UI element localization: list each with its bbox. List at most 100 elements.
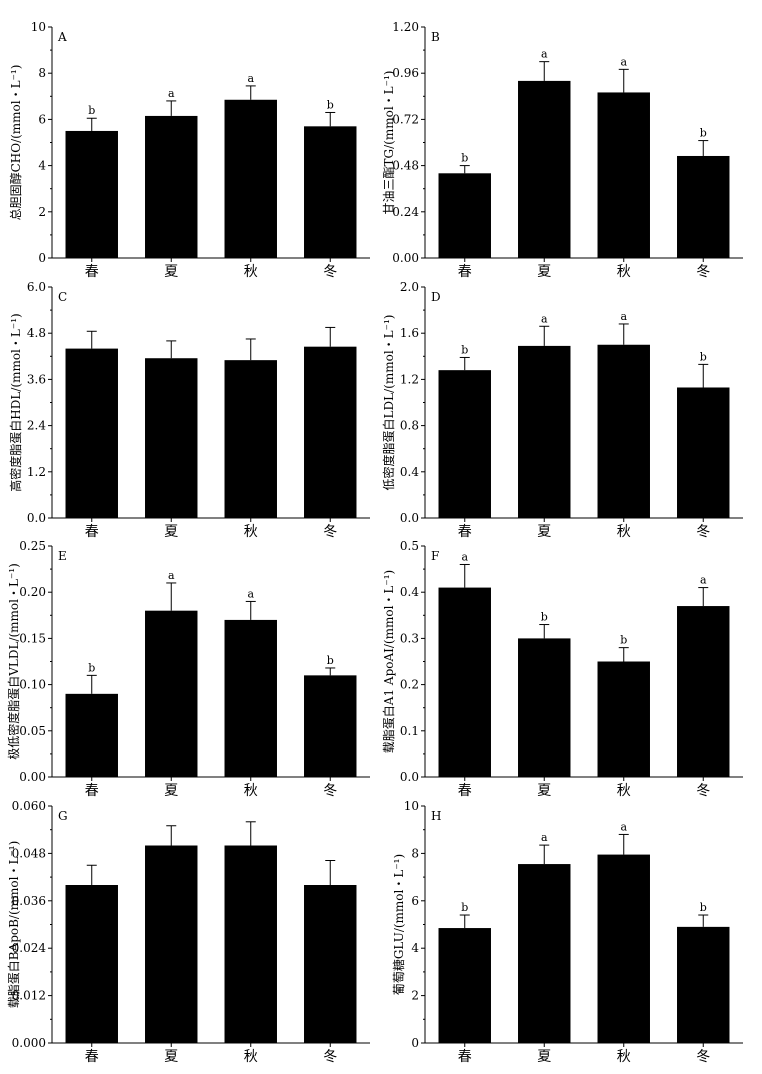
bar [304,675,357,777]
y-tick-label: 10 [31,20,46,34]
bar [145,845,198,1043]
x-tick-label: 春 [458,264,472,280]
y-tick-label: 10 [404,799,419,813]
significance-label: b [700,350,707,363]
significance-label: b [461,343,468,356]
x-tick-label: 冬 [696,1049,710,1065]
y-tick-label: 0.0 [400,511,419,525]
y-tick-label: 1.2 [400,372,419,386]
y-tick-label: 0.024 [12,941,47,955]
x-tick-label: 冬 [323,783,337,799]
y-tick-label: 8 [38,66,46,80]
y-axis-label: 高密度脂蛋白HDL/(mmol・L⁻¹) [8,313,23,491]
y-tick-label: 4.8 [27,326,46,340]
significance-label: b [88,104,95,117]
x-tick-label: 秋 [244,1049,258,1065]
x-tick-label: 春 [85,264,99,280]
x-tick-label: 春 [85,783,99,799]
significance-label: b [327,98,334,111]
bar [224,845,277,1043]
x-tick-label: 秋 [617,264,631,280]
x-tick-label: 秋 [617,524,631,540]
y-axis-label: 甘油三酯TG/(mmol・L⁻¹) [382,71,396,215]
y-tick-label: 0.5 [400,539,419,553]
panel-letter: A [57,30,67,44]
bar [224,360,277,518]
bar [677,387,730,518]
y-tick-label: 1.2 [27,465,46,479]
y-tick-label: 0.0 [400,770,419,784]
x-tick-label: 夏 [537,783,551,799]
bar [677,155,730,258]
bar [677,606,730,777]
y-tick-label: 1.20 [392,20,419,34]
x-tick-label: 冬 [323,1049,337,1065]
bar [304,885,357,1043]
significance-label: a [620,310,627,323]
bar [438,173,491,258]
y-tick-label: 0.24 [392,205,419,219]
x-tick-label: 春 [458,524,472,540]
bar [518,638,571,777]
panel-letter: E [58,549,67,563]
significance-label: a [620,55,627,68]
y-tick-label: 0.0 [27,511,46,525]
y-axis-label: 葡萄糖GLU/(mmol・L⁻¹) [391,854,406,995]
y-tick-label: 2.0 [400,280,419,294]
y-axis-label: 总胆固醇CHO/(mmol・L⁻¹) [8,65,23,221]
significance-label: b [700,901,707,914]
y-tick-label: 0.2 [400,678,419,692]
bar [597,661,650,777]
chart-panel-d: 0.0 0.4 0.8 1.2 1.6 2.0 b 春 a 夏 a 秋 b 冬 D 低密度脂蛋白LDL/(mm… [381,280,743,540]
y-tick-label: 0.48 [392,159,419,173]
y-tick-label: 4 [411,941,419,955]
y-tick-label: 2 [411,989,419,1003]
bar [304,346,357,518]
y-tick-label: 6.0 [27,280,46,294]
y-tick-label: 2.4 [27,419,46,433]
bar [518,864,571,1043]
bar [597,344,650,518]
x-tick-label: 秋 [617,1049,631,1065]
bar [438,928,491,1043]
x-tick-label: 夏 [164,783,178,799]
x-tick-label: 春 [85,524,99,540]
significance-label: a [168,87,175,100]
panel-letter: H [431,809,441,823]
bar [438,587,491,777]
panel-letter: F [431,549,439,563]
x-tick-label: 夏 [537,524,551,540]
bar [304,126,357,258]
x-tick-label: 夏 [164,524,178,540]
chart-panel-h: 0 2 4 6 8 10 b 春 a 夏 a 秋 b 冬 H 葡萄糖GLU/(mmol・L⁻¹) [391,799,743,1065]
panel-letter: C [58,290,67,304]
y-tick-label: 6 [411,894,419,908]
bar [145,358,198,518]
significance-label: b [88,661,95,674]
y-tick-label: 0.036 [12,894,46,908]
bar [597,854,650,1043]
y-tick-label: 0.00 [19,770,46,784]
bar [518,345,571,518]
chart-panel-e: 0.00 0.05 0.10 0.15 0.20 0.25 b 春 a 夏 a 秋 b 冬 E 极低密度脂蛋白… [6,539,370,799]
panel-letter: D [431,290,441,304]
y-tick-label: 0.00 [392,251,419,265]
x-tick-label: 春 [85,1049,99,1065]
y-tick-label: 0.000 [12,1036,46,1050]
significance-label: b [541,611,548,624]
significance-label: b [327,654,334,667]
y-tick-label: 6 [38,112,46,126]
y-tick-label: 0 [38,251,46,265]
bar [145,115,198,258]
significance-label: a [620,820,627,833]
y-axis-label: 极低密度脂蛋白VLDL/(mmol・L⁻¹) [6,563,21,760]
significance-label: a [461,550,468,563]
y-tick-label: 0.8 [400,419,419,433]
x-tick-label: 春 [458,1049,472,1065]
y-tick-label: 0.4 [400,585,419,599]
significance-label: b [461,901,468,914]
y-tick-label: 0.10 [19,678,46,692]
y-tick-label: 2 [38,205,46,219]
